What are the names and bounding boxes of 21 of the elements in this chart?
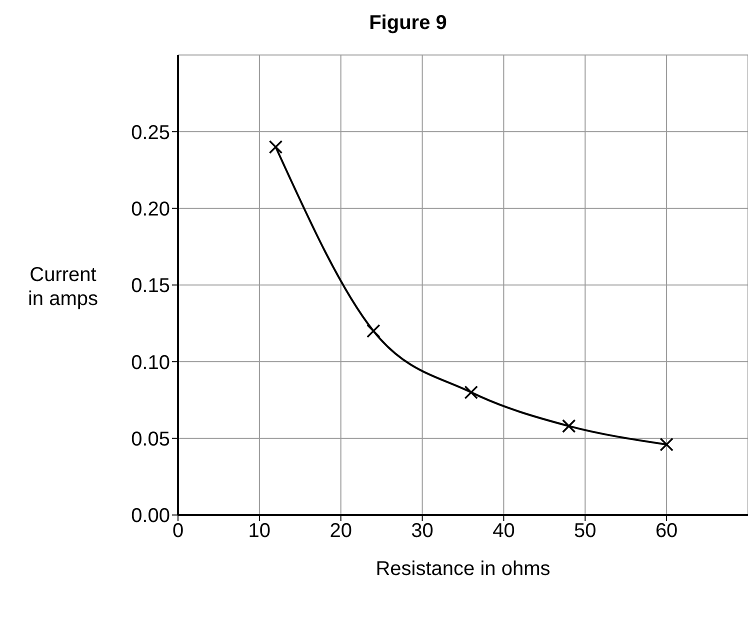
y-tick-label: 0.25	[131, 122, 170, 144]
y-tick-label: 0.05	[131, 428, 170, 450]
x-tick-label: 60	[655, 520, 678, 542]
y-tick-label: 0.20	[131, 198, 170, 220]
point	[562, 419, 576, 433]
x-tick-label: 30	[411, 520, 434, 542]
point	[366, 324, 380, 338]
point	[660, 438, 674, 452]
point	[464, 385, 478, 400]
x-tick-label: 20	[330, 520, 352, 542]
y-axis-title: Current in amps	[28, 264, 98, 310]
y-tick-label: 0.15	[131, 275, 170, 298]
x-axis-title: Resistance in ohms	[376, 558, 550, 580]
x-tick-label: 10	[248, 520, 271, 542]
x-tick-label: 0	[172, 520, 184, 542]
x-tick-label: 40	[492, 520, 515, 542]
y-tick-label: 0.00	[131, 505, 170, 528]
chart-title: Figure 9	[368, 12, 448, 35]
point	[268, 140, 283, 154]
y-tick-label: 0.10	[131, 352, 170, 374]
x-tick-label: 50	[574, 520, 596, 542]
